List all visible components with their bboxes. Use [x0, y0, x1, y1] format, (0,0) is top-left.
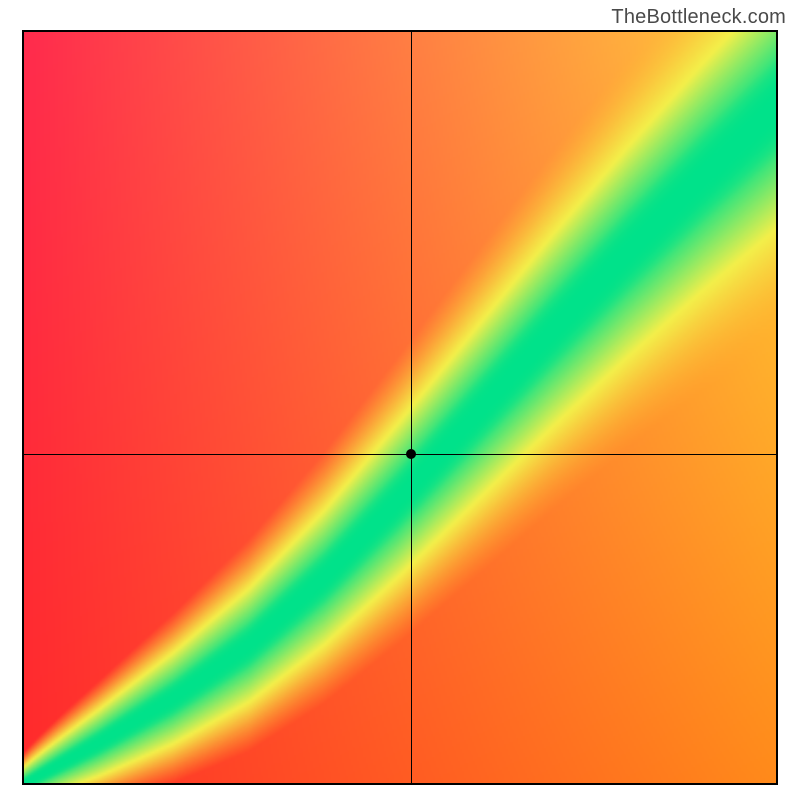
chart-area — [22, 30, 778, 785]
bottleneck-heatmap — [22, 30, 778, 785]
watermark-label: TheBottleneck.com — [611, 6, 786, 29]
